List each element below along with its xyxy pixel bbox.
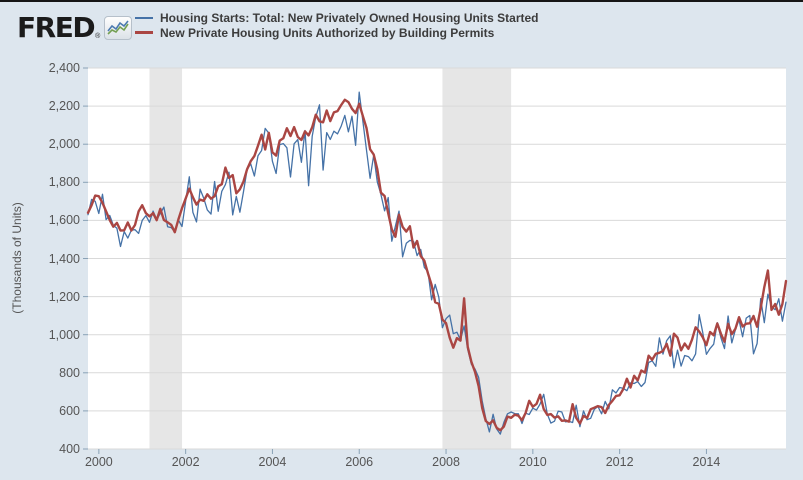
x-tick-label: 2008	[432, 455, 460, 469]
fred-logo-text: FRED	[17, 11, 96, 44]
chart-legend: Housing Starts: Total: New Privately Own…	[135, 10, 539, 40]
x-tick-label: 2012	[605, 455, 634, 469]
y-tick-label: 400	[59, 442, 80, 456]
y-tick-label: 2,000	[48, 137, 80, 152]
x-tick-label: 2006	[345, 455, 374, 469]
y-tick-label: 600	[59, 403, 80, 418]
x-tick-label: 2002	[171, 455, 200, 469]
registered-trademark-symbol: ®	[95, 33, 101, 40]
y-tick-label: 1,600	[48, 213, 80, 228]
x-tick-label: 2000	[84, 455, 113, 469]
y-tick-label: 1,200	[48, 289, 80, 304]
x-tick-label: 2004	[258, 455, 287, 469]
y-tick-label: 800	[59, 365, 80, 380]
fred-sparkline-icon	[104, 15, 133, 40]
legend-label-starts: Housing Starts: Total: New Privately Own…	[160, 10, 539, 25]
x-tick-label: 2014	[692, 455, 721, 469]
x-tick-label: 2010	[518, 455, 547, 469]
legend-label-permits: New Private Housing Units Authorized by …	[160, 25, 495, 40]
y-tick-label: 1,000	[48, 327, 80, 342]
y-tick-label: 2,400	[48, 61, 80, 75]
starts-line-swatch	[135, 16, 153, 19]
legend-item-starts: Housing Starts: Total: New Privately Own…	[135, 10, 539, 25]
legend-item-permits: New Private Housing Units Authorized by …	[135, 25, 539, 40]
y-tick-label: 1,400	[48, 251, 80, 266]
permits-line-swatch	[135, 31, 153, 34]
y-tick-label: 2,200	[48, 99, 80, 114]
y-tick-label: 1,800	[48, 175, 80, 190]
fred-logo[interactable]: FRED ®	[17, 11, 133, 44]
